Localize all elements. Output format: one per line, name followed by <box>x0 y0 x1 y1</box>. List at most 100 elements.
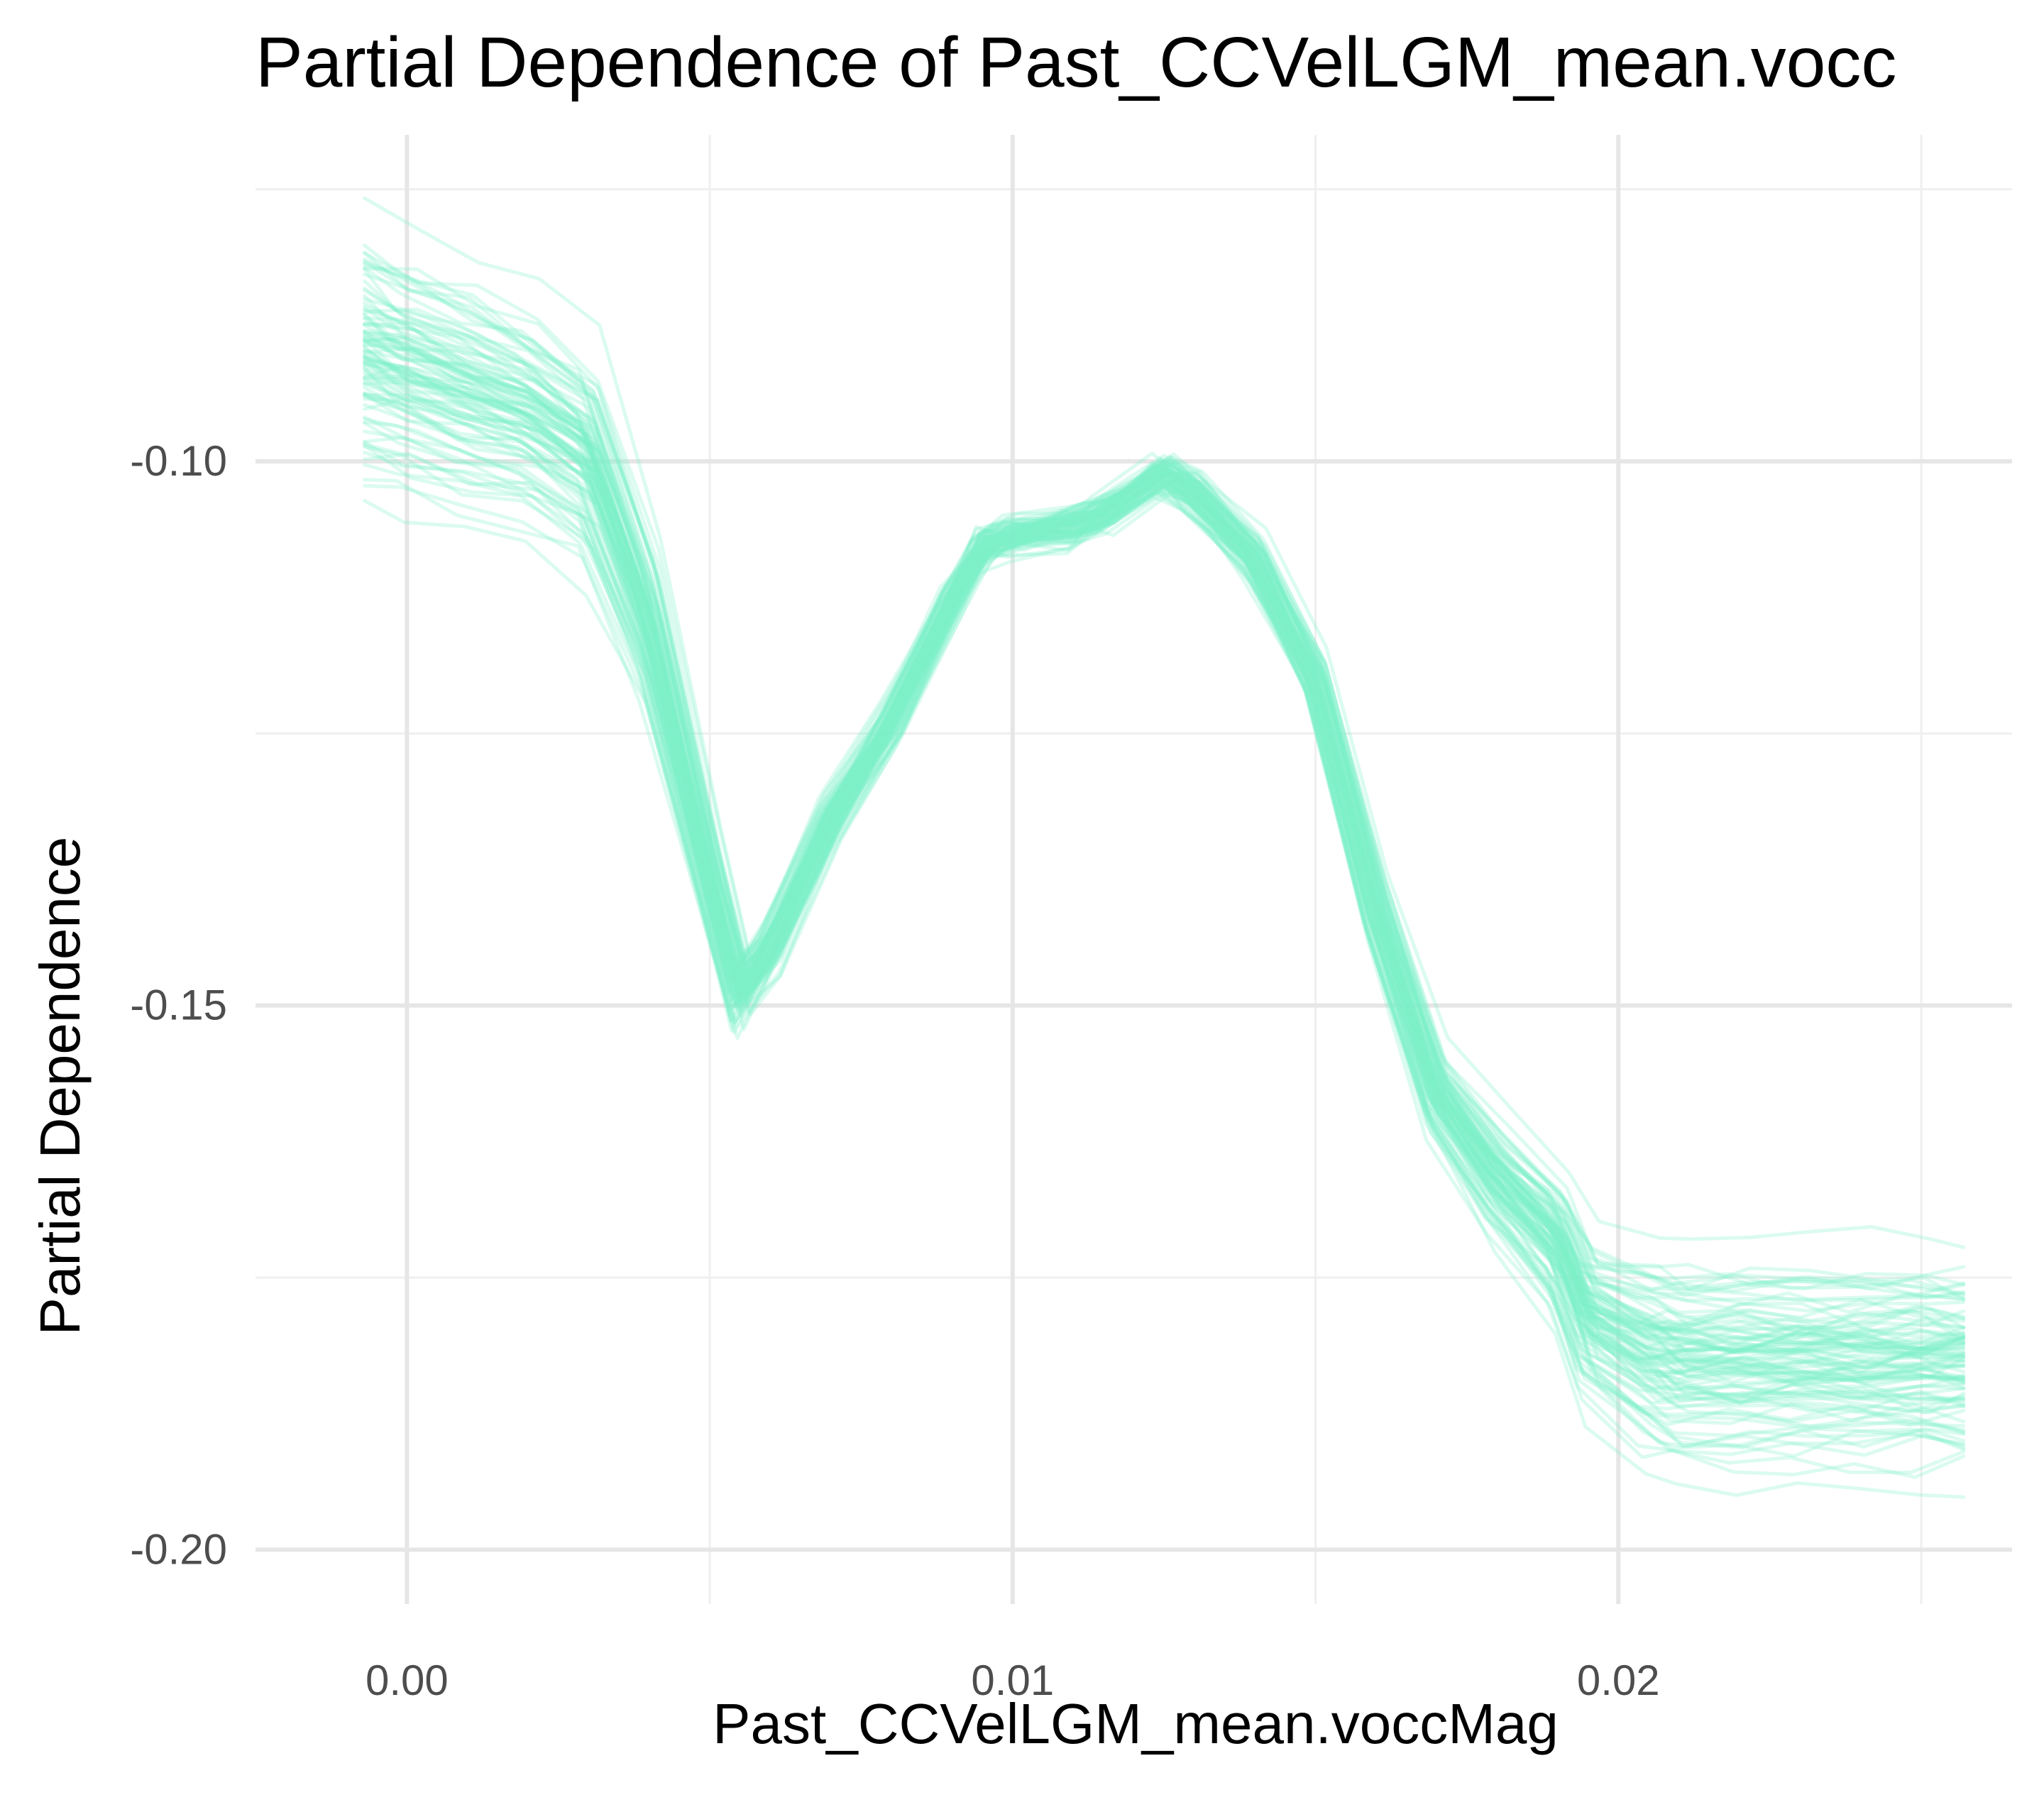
ice-curve <box>363 335 1966 1354</box>
y-tick-label: -0.10 <box>130 437 227 485</box>
ice-curve <box>363 478 1966 1474</box>
ice-curve <box>363 332 1966 1355</box>
ice-curve <box>363 380 1966 1397</box>
ice-curve <box>363 251 1966 1298</box>
ice-curve <box>363 364 1966 1382</box>
ice-curve <box>363 440 1966 1447</box>
ice-curve <box>363 263 1966 1301</box>
ice-curve <box>363 444 1966 1459</box>
ice-curve <box>363 336 1966 1356</box>
ice-lines-layer <box>363 196 1966 1499</box>
ice-curve <box>363 429 1966 1434</box>
ice-curve <box>363 484 1966 1479</box>
ice-curve <box>363 366 1966 1390</box>
ice-curve <box>363 354 1966 1383</box>
ice-curve <box>363 257 1966 1300</box>
ice-curve <box>363 368 1966 1385</box>
ice-curve <box>363 402 1966 1414</box>
ice-curve <box>363 359 1966 1382</box>
ice-curve <box>363 322 1966 1345</box>
ice-curve <box>363 380 1966 1390</box>
ice-curve <box>363 288 1966 1329</box>
ice-curve <box>363 481 1966 1499</box>
ice-curve <box>363 367 1966 1386</box>
y-tick-labels: -0.20 -0.15 -0.10 <box>130 437 227 1573</box>
ice-curve <box>363 312 1966 1352</box>
ice-curve <box>363 358 1966 1370</box>
y-axis-title: Partial Dependence <box>28 837 92 1336</box>
ice-curve <box>363 338 1966 1371</box>
ice-curve <box>363 301 1966 1336</box>
chart-title: Partial Dependence of Past_CCVelLGM_mean… <box>256 23 1896 102</box>
ice-curve <box>363 421 1966 1425</box>
ice-curve <box>363 352 1966 1375</box>
ice-curve <box>363 265 1966 1297</box>
ice-curve <box>363 442 1966 1449</box>
ice-curve <box>363 451 1966 1449</box>
ice-curve <box>363 415 1966 1427</box>
ice-curve <box>363 346 1966 1368</box>
ice-curve <box>363 268 1966 1314</box>
y-tick-label: -0.20 <box>130 1525 227 1573</box>
ice-curve <box>363 393 1966 1408</box>
ice-curve <box>363 435 1966 1435</box>
ice-curve <box>363 391 1966 1405</box>
y-tick-label: -0.15 <box>130 982 227 1029</box>
ice-curve <box>363 376 1966 1406</box>
ice-curve <box>363 361 1966 1379</box>
x-tick-label: 0.00 <box>366 1657 449 1704</box>
ice-curve <box>363 308 1966 1339</box>
ice-curve <box>363 356 1966 1384</box>
ice-curve <box>363 316 1966 1353</box>
ice-curve <box>363 463 1966 1456</box>
ice-curve <box>363 392 1966 1415</box>
ice-curve <box>363 260 1966 1303</box>
ice-curve <box>363 243 1966 1296</box>
ice-curve <box>363 362 1966 1380</box>
ice-curve <box>363 395 1966 1400</box>
ice-curve <box>363 348 1966 1379</box>
ice-curve <box>363 365 1966 1385</box>
ice-curve <box>363 393 1966 1415</box>
ice-curve <box>363 377 1966 1385</box>
ice-curve <box>363 335 1966 1355</box>
ice-curve <box>363 317 1966 1336</box>
ice-curve <box>363 399 1966 1413</box>
ice-curve <box>363 382 1966 1403</box>
ice-curve <box>363 340 1966 1359</box>
ice-curve <box>363 334 1966 1356</box>
x-axis-title: Past_CCVelLGM_mean.voccMag <box>713 1692 1559 1755</box>
ice-curve <box>363 323 1966 1351</box>
ice-curve <box>363 360 1966 1386</box>
ice-curve <box>363 443 1966 1457</box>
ice-curve <box>363 356 1966 1371</box>
ice-curve <box>363 371 1966 1385</box>
ice-curve <box>363 251 1966 1297</box>
ice-curve <box>363 339 1966 1370</box>
ice-curve <box>363 196 1966 1250</box>
ice-curve <box>363 304 1966 1339</box>
ice-curve <box>363 313 1966 1346</box>
ice-curve <box>363 307 1966 1346</box>
ice-curve <box>363 294 1966 1337</box>
ice-curve <box>363 321 1966 1353</box>
grid-layer <box>256 135 2012 1604</box>
ice-curve <box>363 321 1966 1343</box>
ice-curve <box>363 417 1966 1429</box>
ice-curve <box>363 362 1966 1383</box>
ice-curve <box>363 331 1966 1346</box>
x-tick-label: 0.01 <box>971 1657 1054 1704</box>
ice-curve <box>363 330 1966 1350</box>
ice-curve <box>363 266 1966 1292</box>
ice-curve <box>363 336 1966 1354</box>
ice-curve <box>363 353 1966 1364</box>
ice-curve <box>363 343 1966 1355</box>
ice-curve <box>363 342 1966 1358</box>
ice-curve <box>363 273 1966 1302</box>
ice-curve <box>363 397 1966 1396</box>
ice-curve <box>363 279 1966 1323</box>
ice-curve <box>363 356 1966 1382</box>
ice-curve <box>363 374 1966 1390</box>
ice-curve <box>363 385 1966 1405</box>
